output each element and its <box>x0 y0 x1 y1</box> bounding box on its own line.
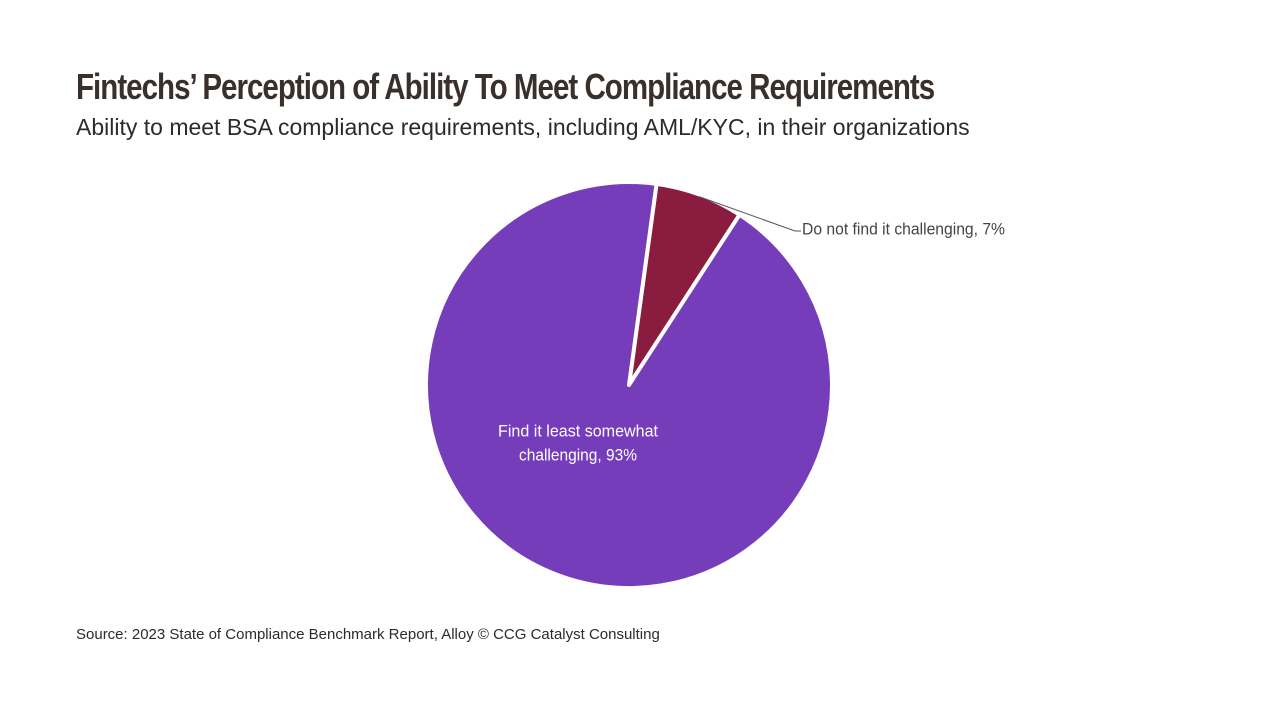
leader-line <box>698 196 801 232</box>
chart-title: Fintechs’ Perception of Ability To Meet … <box>76 66 935 107</box>
slice-label: Find it least somewhat <box>498 421 658 440</box>
pie-labels: Do not find it challenging, 7% Find it le… <box>498 196 1005 464</box>
slice-label: Do not find it challenging, 7% <box>802 219 1005 238</box>
pie-slices <box>424 180 834 590</box>
slice-label: challenging, 93% <box>519 445 637 464</box>
source-note: Source: 2023 State of Compliance Benchma… <box>76 626 660 643</box>
pie-slice <box>424 180 834 590</box>
chart-subtitle: Ability to meet BSA compliance requireme… <box>76 114 970 140</box>
